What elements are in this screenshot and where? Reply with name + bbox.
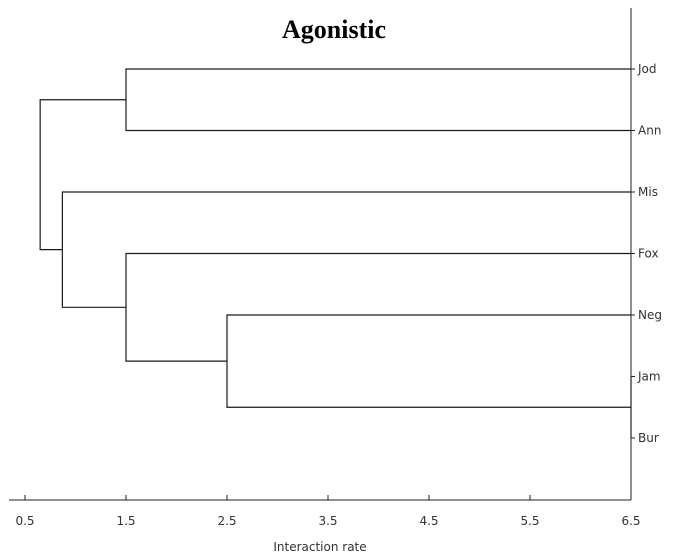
leaf-label: Ann	[638, 124, 661, 138]
x-tick-label: 2.5	[217, 514, 236, 528]
x-axis-label: Interaction rate	[273, 540, 366, 554]
dendrogram-link	[125, 252, 631, 362]
dendrogram-links	[39, 68, 632, 438]
x-tick-label: 4.5	[419, 514, 438, 528]
x-tick-label: 6.5	[621, 514, 640, 528]
leaf-label: Jam	[637, 370, 661, 384]
leaf-label: Bur	[638, 431, 659, 445]
x-tick-label: 1.5	[116, 514, 135, 528]
dendrogram-link	[226, 314, 631, 408]
leaf-label: Mis	[638, 185, 658, 199]
leaf-label: Jod	[637, 62, 657, 76]
chart-title: Agonistic	[282, 15, 386, 44]
dendrogram-link	[39, 99, 126, 251]
dendrogram-link	[61, 191, 631, 308]
x-axis: 0.5 1.5 2.5 3.5 4.5 5.5 6.5	[9, 495, 641, 528]
x-tick-label: 0.5	[15, 514, 34, 528]
dendrogram-link	[125, 68, 631, 132]
x-tick-label: 5.5	[520, 514, 539, 528]
leaf-labels: Jod Ann Mis Fox Neg Jam Bur	[631, 62, 662, 445]
x-tick-label: 3.5	[318, 514, 337, 528]
leaf-label: Fox	[638, 247, 659, 261]
leaf-label: Neg	[638, 308, 662, 322]
